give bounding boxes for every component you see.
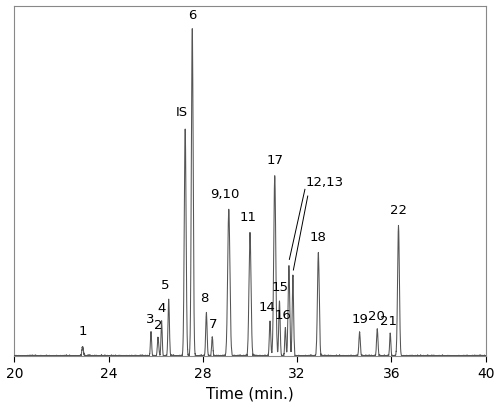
Text: 17: 17 [266,154,283,167]
Text: 4: 4 [158,302,166,315]
Text: 21: 21 [380,315,397,328]
Text: 6: 6 [188,9,196,22]
Text: 11: 11 [239,211,256,224]
Text: 7: 7 [209,318,218,331]
Text: 9,10: 9,10 [210,188,240,201]
X-axis label: Time (min.): Time (min.) [206,386,294,401]
Text: 20: 20 [368,310,385,323]
Text: 3: 3 [146,313,154,326]
Text: 1: 1 [78,326,87,339]
Text: 18: 18 [310,232,327,245]
Text: 19: 19 [351,313,368,326]
Text: 16: 16 [275,309,292,322]
Text: 15: 15 [272,280,288,293]
Text: 8: 8 [200,292,208,305]
Text: IS: IS [176,106,188,119]
Text: 22: 22 [390,204,407,217]
Text: 2: 2 [154,319,162,332]
Text: 14: 14 [258,301,276,314]
Text: 5: 5 [162,279,170,292]
Text: 12,13: 12,13 [306,176,344,189]
